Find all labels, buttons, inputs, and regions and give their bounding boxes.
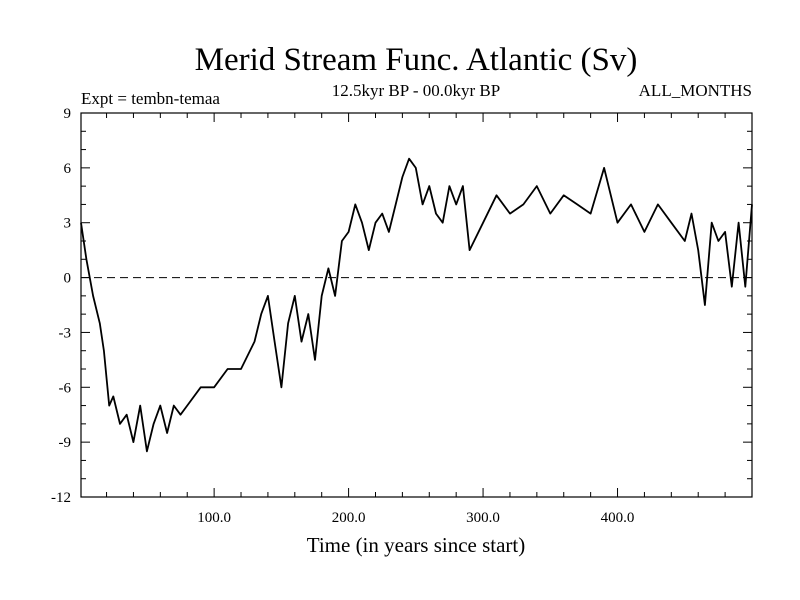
chart-title: Merid Stream Func. Atlantic (Sv) (195, 42, 638, 78)
x-tick-label: 300.0 (466, 510, 500, 526)
y-tick-label: -12 (51, 490, 71, 506)
chart-subtitle: 12.5kyr BP - 00.0kyr BP (332, 81, 500, 100)
axis-tick-labels: -12 -9 -6 -3 0 3 6 9 100.0 200.0 300.0 400.0 (51, 106, 634, 526)
y-tick-label: -9 (59, 435, 72, 451)
x-tick-label: 200.0 (332, 510, 366, 526)
y-tick-label: -6 (59, 380, 72, 396)
x-axis-label: Time (in years since start) (307, 533, 526, 557)
x-tick-label: 100.0 (197, 510, 231, 526)
plot-frame (80, 112, 753, 498)
months-label: ALL_MONTHS (639, 81, 752, 100)
experiment-label: Expt = tembn-temaa (81, 89, 220, 108)
y-tick-label: 6 (64, 161, 72, 177)
x-tick-label: 400.0 (601, 510, 635, 526)
y-tick-label: 0 (64, 271, 72, 287)
y-tick-label: 9 (64, 106, 72, 122)
y-tick-label: 3 (64, 216, 72, 232)
y-tick-label: -3 (59, 325, 72, 341)
series-line (80, 157, 753, 453)
